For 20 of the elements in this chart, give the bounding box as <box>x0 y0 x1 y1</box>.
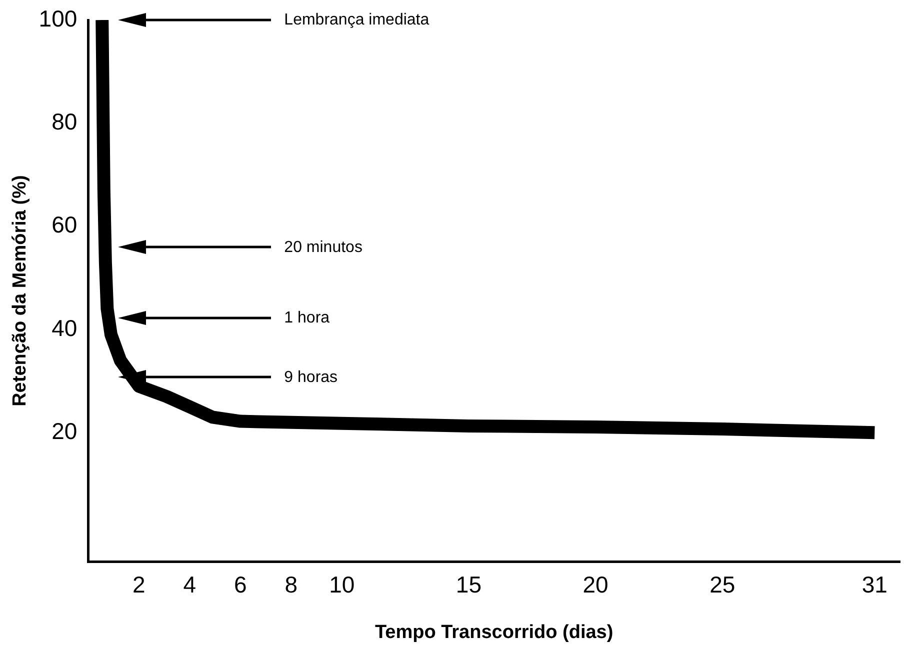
x-tick-label: 4 <box>183 572 196 598</box>
y-tick-label: 100 <box>38 5 78 32</box>
x-tick-label: 15 <box>456 572 482 598</box>
y-tick-label: 80 <box>52 108 78 135</box>
x-tick-label: 8 <box>284 572 298 598</box>
y-axis-title: Retenção da Memória (%) <box>10 175 31 406</box>
x-tick-label: 25 <box>710 572 736 598</box>
x-tick-label: 10 <box>329 572 355 598</box>
x-tick-label: 6 <box>234 572 247 598</box>
annotation: 20 minutos <box>284 238 362 256</box>
x-axis-title: Tempo Transcorrido (dias) <box>374 622 614 643</box>
annotation: 1 hora <box>284 309 330 326</box>
y-tick-label: 60 <box>52 212 78 238</box>
x-tick-label: 31 <box>862 572 888 598</box>
y-tick-label: 20 <box>52 418 78 444</box>
x-tick-label: 20 <box>582 572 608 598</box>
annotation: 9 horas <box>284 368 338 386</box>
x-tick-label: 2 <box>132 572 146 598</box>
y-tick-label: 40 <box>52 314 78 341</box>
annotation: Lembrança imediata <box>284 11 430 28</box>
